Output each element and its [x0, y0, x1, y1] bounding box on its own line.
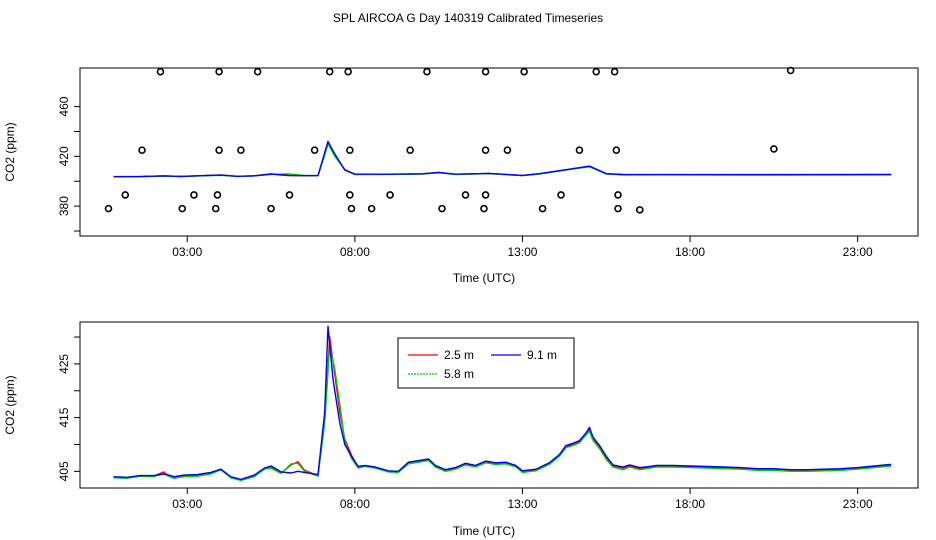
calibration-sample-point [481, 146, 490, 154]
calibration-sample-point [213, 191, 222, 199]
calibration-sample-point [520, 67, 528, 76]
bottom-x-axis-label: Time (UTC) [453, 524, 515, 538]
top-y-axis-label: CO2 (ppm) [3, 122, 17, 181]
calibration-sample-point [480, 204, 488, 213]
top-panel-frame [79, 67, 919, 237]
top-panel: 03:00 08:00 13:00 18:00 23:00 380 420 460 Time… [3, 66, 919, 285]
bottom-x-tick-label: 08:00 [340, 497, 370, 511]
calibration-sample-point [367, 204, 376, 213]
top-y-tick-label: 380 [57, 196, 71, 216]
calibration-sample-point [575, 146, 584, 154]
top-x-tick-label: 23:00 [843, 245, 873, 259]
top-x-tick-label: 13:00 [507, 245, 537, 259]
calibration-sample-point [423, 67, 431, 76]
calibration-sample-point [503, 146, 512, 154]
calibration-sample-point [346, 146, 354, 154]
legend: 2.5 m 5.8 m 9.1 m [397, 337, 575, 389]
bottom-x-tick-label: 03:00 [172, 497, 202, 511]
calibration-sample-point [138, 146, 146, 154]
calibration-sample-point [237, 146, 245, 154]
bottom-panel-frame [79, 321, 919, 489]
top-x-axis-label: Time (UTC) [453, 271, 515, 285]
calibration-sample-point [346, 191, 354, 199]
calibration-sample-point [285, 191, 294, 199]
calibration-sample-point [786, 66, 795, 75]
bottom-y-tick-label: 415 [57, 407, 71, 427]
calibration-sample-point [215, 67, 223, 76]
calibration-sample-point [406, 146, 414, 154]
calibration-sample-point [386, 191, 394, 199]
bottom-x-tick-label: 23:00 [843, 497, 873, 511]
calibration-sample-point [770, 145, 778, 153]
bottom-x-tick-label: 13:00 [507, 497, 537, 511]
bottom-y-tick-label: 425 [57, 354, 71, 374]
top-y-tick-label: 420 [57, 146, 71, 166]
top-x-tick-label: 08:00 [340, 245, 370, 259]
chart-title: SPL AIRCOA G Day 140319 Calibrated Times… [333, 11, 603, 25]
bottom-panel: 03:00 08:00 13:00 18:00 23:00 405 415 425 Time… [3, 321, 919, 538]
calibration-sample-point [178, 204, 187, 213]
legend-label-5-8m: 5.8 m [444, 367, 474, 381]
calibration-sample-point [215, 146, 223, 154]
calibration-sample-point [310, 146, 319, 154]
calibration-sample-point [104, 204, 113, 213]
calibration-sample-point [156, 67, 165, 76]
bottom-series-9-1-m [113, 325, 892, 481]
calibration-sample-point [614, 204, 622, 213]
calibration-sample-point [635, 206, 644, 214]
calibration-sample-point [481, 67, 490, 76]
calibration-sample-point [614, 191, 622, 199]
top-x-tick-label: 18:00 [675, 245, 705, 259]
calibration-sample-point [538, 204, 547, 213]
bottom-series-5-8-m [113, 344, 892, 482]
calibration-sample-point [211, 204, 220, 213]
calibration-sample-point [121, 191, 130, 199]
top-series-2-5-m [113, 141, 892, 178]
calibration-sample-point [253, 67, 262, 76]
calibration-sample-point [481, 191, 490, 199]
calibration-sample-point [461, 191, 470, 199]
calibration-sample-point [610, 67, 619, 76]
legend-box [397, 337, 575, 389]
legend-label-9-1m: 9.1 m [527, 348, 557, 362]
calibration-sample-point [347, 204, 356, 213]
top-y-tick-label: 460 [57, 96, 71, 116]
top-series-5-8-m [113, 143, 892, 178]
calibration-sample-point [612, 146, 621, 154]
calibration-sample-point [592, 67, 601, 76]
top-x-tick-label: 03:00 [172, 245, 202, 259]
calibration-sample-point [438, 204, 446, 213]
calibration-sample-point [325, 67, 334, 76]
bottom-y-axis-label: CO2 (ppm) [3, 375, 17, 434]
calibration-sample-point [190, 191, 198, 199]
bottom-x-tick-label: 18:00 [675, 497, 705, 511]
calibration-sample-point [344, 67, 352, 76]
calibration-sample-point [557, 191, 565, 199]
legend-label-2-5m: 2.5 m [444, 348, 474, 362]
top-series-9-1-m [113, 140, 892, 178]
calibration-sample-point [267, 204, 275, 213]
bottom-y-tick-label: 405 [57, 461, 71, 481]
